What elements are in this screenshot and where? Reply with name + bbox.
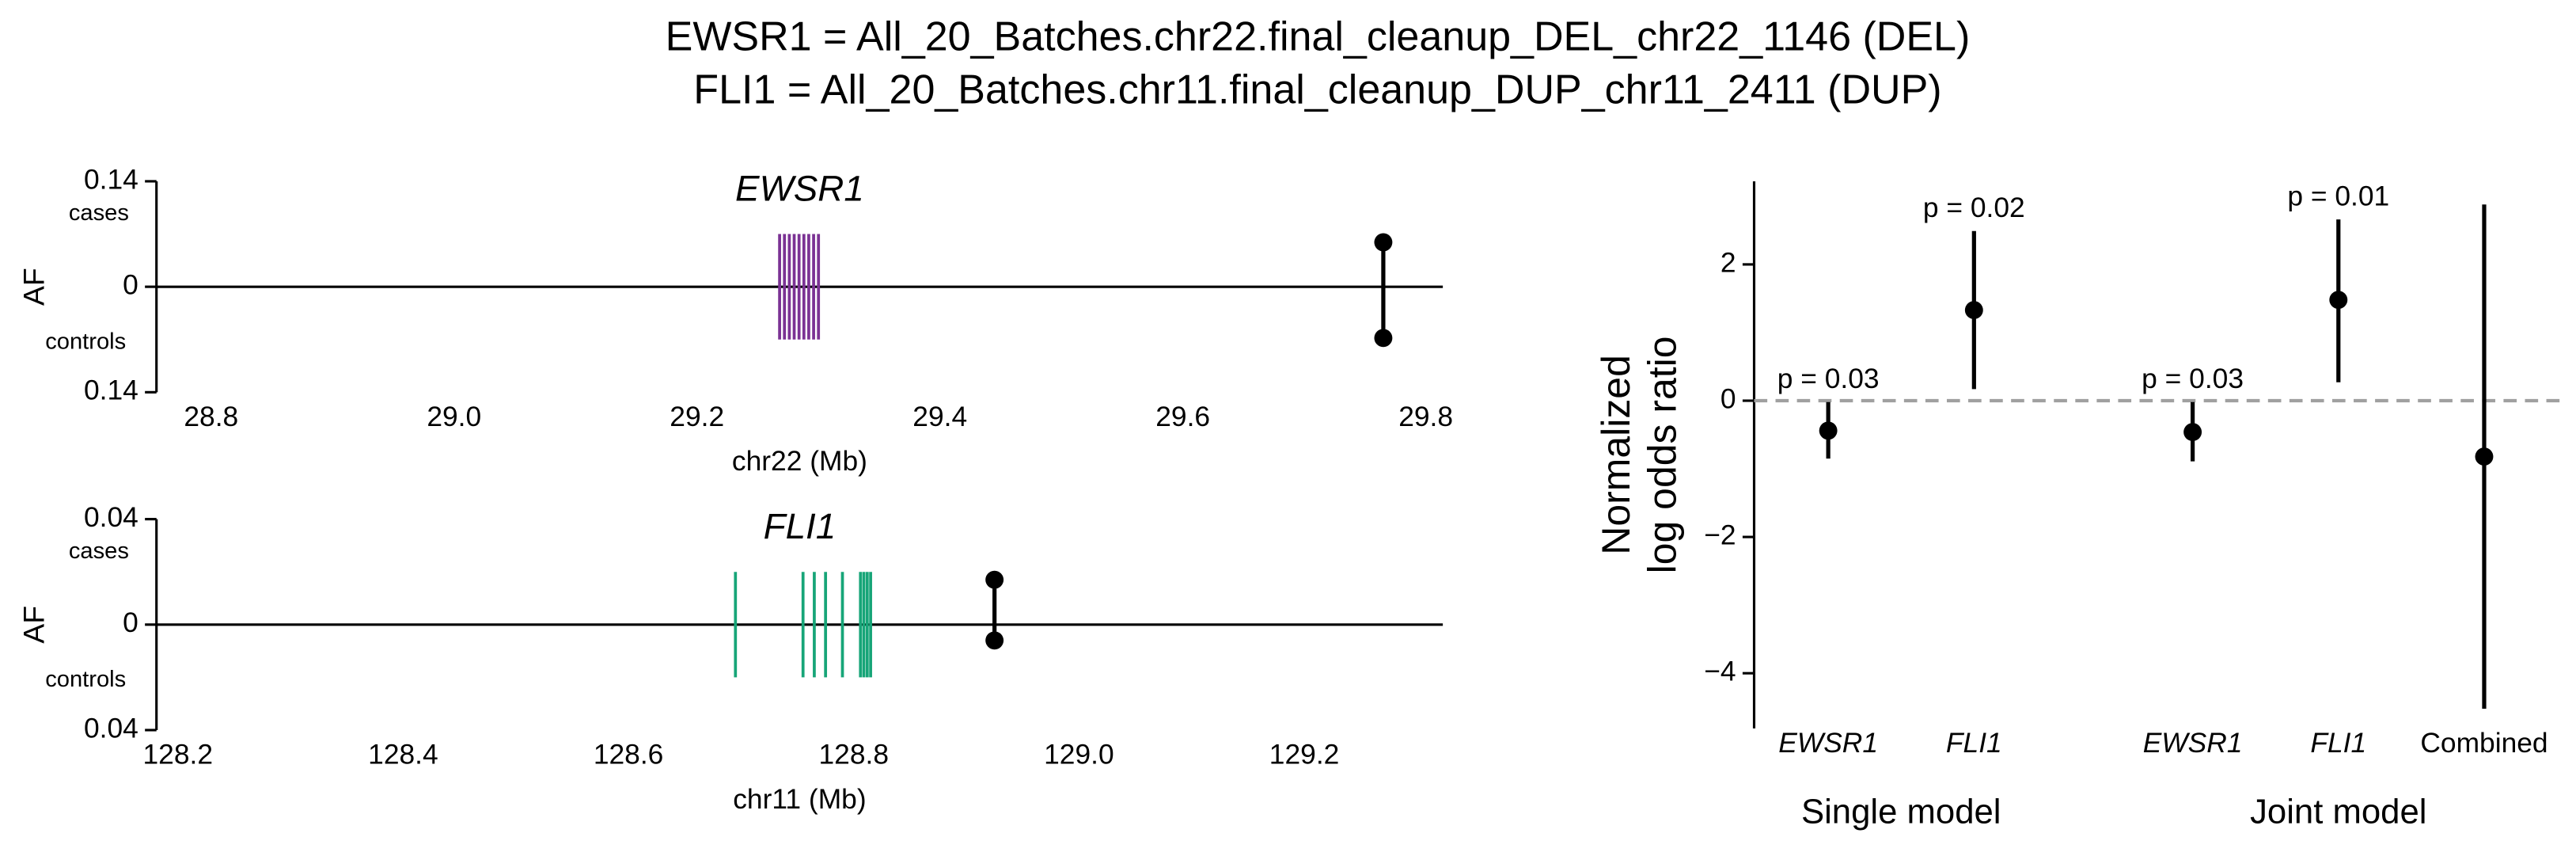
p-value-label: p = 0.01 [2287, 181, 2389, 211]
x-tick-label: 128.8 [818, 740, 889, 770]
x-tick-label: 128.2 [142, 740, 213, 770]
x-tick-label: 29.2 [670, 401, 724, 432]
point-estimate [2475, 447, 2494, 466]
x-tick-label: 29.8 [1398, 401, 1453, 432]
y-tick-label: 0.04 [84, 502, 138, 533]
point-estimate [1819, 421, 1838, 440]
x-tick-label: 28.8 [184, 401, 238, 432]
upper-label: cases [69, 200, 129, 226]
y-tick-label: −2 [1704, 519, 1736, 550]
category-label: Combined [2420, 728, 2548, 759]
gene-title: EWSR1 [735, 169, 864, 209]
controls-af [1374, 329, 1393, 348]
gene-title: FLI1 [764, 506, 837, 546]
x-tick-label: 29.4 [912, 401, 967, 432]
y-tick-label: 0.14 [84, 164, 138, 195]
group-label: Joint model [2250, 793, 2426, 831]
cases-af [985, 570, 1004, 589]
y-tick-label: 0 [1720, 383, 1736, 414]
y-axis-label: Normalized [1594, 355, 1638, 555]
figure-title: FLI1 = All_20_Batches.chr11.final_cleanu… [693, 67, 1941, 112]
y-tick-label: 2 [1720, 247, 1736, 278]
upper-label: cases [69, 538, 129, 564]
y-tick-label: 0.04 [84, 713, 138, 744]
x-axis-label: chr22 (Mb) [732, 446, 867, 477]
controls-af [985, 631, 1004, 650]
y-tick-label: 0 [123, 607, 138, 638]
x-tick-label: 29.6 [1155, 401, 1210, 432]
x-tick-label: 29.0 [427, 401, 481, 432]
y-axis-label: AF [17, 606, 51, 644]
category-label: EWSR1 [1778, 728, 1878, 759]
y-tick-label: 0.14 [84, 375, 138, 406]
x-tick-label: 129.2 [1269, 740, 1340, 770]
x-tick-label: 129.0 [1044, 740, 1114, 770]
lower-label: controls [45, 667, 126, 692]
y-axis-label: AF [17, 268, 51, 306]
figure-title: EWSR1 = All_20_Batches.chr22.final_clean… [666, 14, 1971, 60]
x-tick-label: 128.6 [594, 740, 664, 770]
category-label: FLI1 [2310, 728, 2366, 759]
lower-label: controls [45, 329, 126, 355]
group-label: Single model [1801, 793, 2001, 831]
point-estimate [2329, 291, 2348, 310]
point-estimate [1964, 301, 1983, 320]
y-tick-label: −4 [1704, 656, 1736, 687]
p-value-label: p = 0.03 [2142, 363, 2244, 394]
p-value-label: p = 0.02 [1923, 192, 2025, 223]
x-tick-label: 128.4 [368, 740, 438, 770]
category-label: FLI1 [1946, 728, 2002, 759]
cases-af [1374, 233, 1393, 252]
p-value-label: p = 0.03 [1777, 363, 1880, 394]
y-axis-label: log odds ratio [1640, 337, 1684, 574]
point-estimate [2183, 423, 2202, 442]
category-label: EWSR1 [2143, 728, 2243, 759]
x-axis-label: chr11 (Mb) [733, 784, 866, 815]
y-tick-label: 0 [123, 269, 138, 300]
